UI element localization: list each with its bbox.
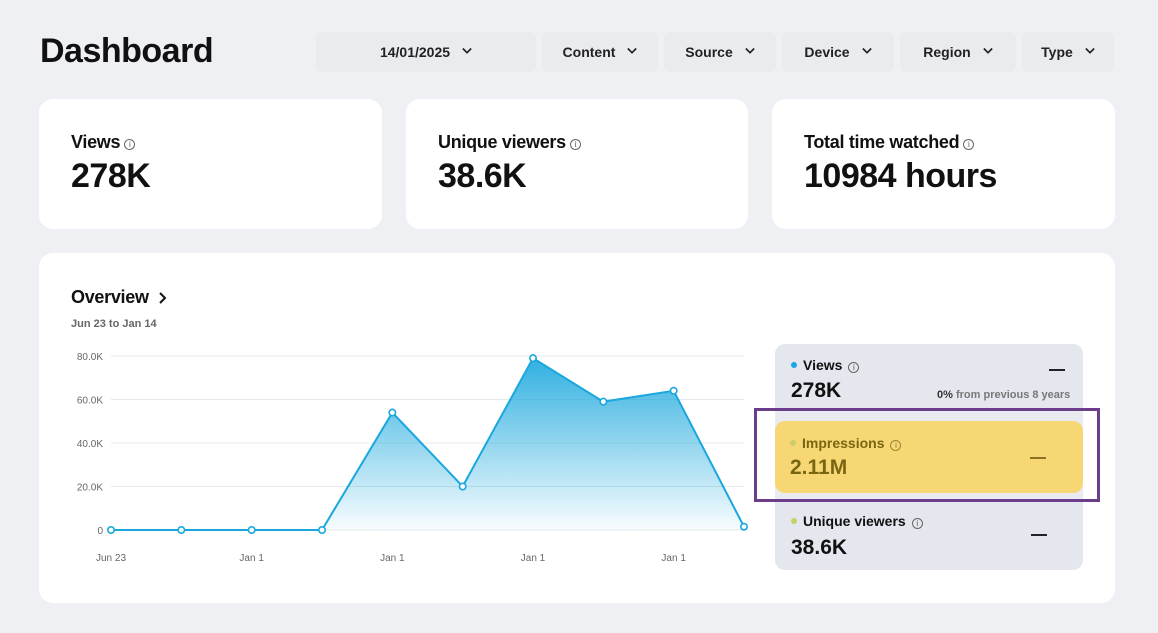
views-label-text: Views xyxy=(71,132,121,152)
views-series-dot xyxy=(791,362,797,368)
source-filter[interactable]: Source xyxy=(664,32,776,72)
date-filter-label: 14/01/2025 xyxy=(379,44,451,60)
x-tick-label: Jan 1 xyxy=(380,553,405,564)
info-icon[interactable]: i xyxy=(911,517,923,529)
region-filter-label: Region xyxy=(923,44,971,60)
unique-viewers-series-dot xyxy=(791,518,797,524)
chevron-down-icon xyxy=(982,47,993,57)
time-watched-label: Total time watched i xyxy=(804,132,975,153)
chevron-down-icon xyxy=(627,47,638,57)
views-metric-value: 278K xyxy=(791,379,842,402)
chevron-down-icon xyxy=(861,47,872,57)
views-value: 278K xyxy=(71,157,151,195)
filter-bar: 14/01/2025 Content Source Device Region … xyxy=(316,32,1114,72)
unique-viewers-metric-value: 38.6K xyxy=(791,536,848,559)
region-filter[interactable]: Region xyxy=(900,32,1016,72)
source-filter-label: Source xyxy=(685,44,733,60)
info-icon[interactable]: i xyxy=(124,139,136,150)
views-label: Views i xyxy=(71,132,136,153)
series-line xyxy=(111,356,745,531)
data-point[interactable] xyxy=(317,525,326,534)
y-tick-label: 80.0K xyxy=(77,352,103,363)
time-watched-label-text: Total time watched xyxy=(804,132,960,152)
time-watched-value: 10984 hours xyxy=(804,157,997,195)
overview-title[interactable]: Overview xyxy=(71,287,167,308)
data-point[interactable] xyxy=(669,386,678,395)
info-icon[interactable]: i xyxy=(890,439,902,451)
overview-title-text: Overview xyxy=(71,287,149,307)
unique-viewers-label-text: Unique viewers xyxy=(438,132,566,152)
info-icon[interactable]: i xyxy=(569,139,581,150)
x-tick-label: Jan 1 xyxy=(239,553,264,564)
impressions-metric-value: 2.11M xyxy=(790,456,848,479)
y-tick-label: 40.0K xyxy=(77,439,103,450)
x-tick-label: Jan 1 xyxy=(661,553,686,564)
x-tick-label: Jun 23 xyxy=(96,553,126,564)
overview-chart: 0 20.0K 40.0K 60.0K 80.0K Jun 23 Jan 1 Jan 1 Jan… xyxy=(77,352,748,564)
data-point[interactable] xyxy=(107,525,116,534)
type-filter[interactable]: Type xyxy=(1022,32,1114,72)
chevron-right-icon xyxy=(158,291,167,304)
info-icon[interactable]: i xyxy=(848,361,860,373)
impressions-series-dot xyxy=(790,440,796,446)
impressions-metric-card[interactable]: Impressions i 2.11M xyxy=(775,421,1083,493)
chevron-down-icon xyxy=(744,47,755,57)
y-tick-label: 60.0K xyxy=(77,396,103,407)
x-tick-label: Jan 1 xyxy=(521,553,546,564)
y-tick-label: 0 xyxy=(97,526,103,537)
views-metric-label: Views xyxy=(803,357,843,373)
type-filter-label: Type xyxy=(1041,44,1073,60)
unique-viewers-card: Unique viewers i 38.6K xyxy=(406,99,748,229)
series-area xyxy=(111,358,744,530)
unique-viewers-metric[interactable]: Unique viewers i xyxy=(791,513,923,529)
views-change-text: from previous 8 years xyxy=(955,389,1071,401)
time-watched-card: Total time watched i 10984 hours xyxy=(772,99,1115,229)
dash-icon xyxy=(1049,369,1065,371)
views-metric[interactable]: Views i xyxy=(791,357,860,373)
data-point[interactable] xyxy=(177,525,186,534)
data-point[interactable] xyxy=(599,397,608,406)
info-icon[interactable]: i xyxy=(963,139,975,150)
impressions-metric-label: Impressions xyxy=(802,435,885,451)
data-point[interactable] xyxy=(458,482,467,491)
data-point[interactable] xyxy=(528,354,537,363)
page-title: Dashboard xyxy=(40,32,214,70)
views-change: 0% from previous 8 years xyxy=(937,389,1070,401)
date-range: Jun 23 to Jan 14 xyxy=(71,318,157,330)
data-point[interactable] xyxy=(247,525,256,534)
unique-viewers-metric-label: Unique viewers xyxy=(803,513,906,529)
views-change-pct: 0% xyxy=(937,389,953,401)
data-point[interactable] xyxy=(739,522,748,531)
device-filter[interactable]: Device xyxy=(782,32,894,72)
unique-viewers-label: Unique viewers i xyxy=(438,132,581,153)
dash-icon xyxy=(1030,457,1046,459)
chevron-down-icon xyxy=(1085,47,1095,57)
date-filter[interactable]: 14/01/2025 xyxy=(316,32,536,72)
data-point[interactable] xyxy=(388,408,397,417)
chevron-down-icon xyxy=(462,47,472,57)
unique-viewers-value: 38.6K xyxy=(438,157,527,195)
dash-icon xyxy=(1031,534,1047,536)
views-card: Views i 278K xyxy=(39,99,382,229)
impressions-metric: Impressions i xyxy=(790,435,902,451)
content-filter-label: Content xyxy=(562,44,616,60)
device-filter-label: Device xyxy=(804,44,850,60)
y-tick-label: 20.0K xyxy=(77,483,103,494)
content-filter[interactable]: Content xyxy=(542,32,658,72)
